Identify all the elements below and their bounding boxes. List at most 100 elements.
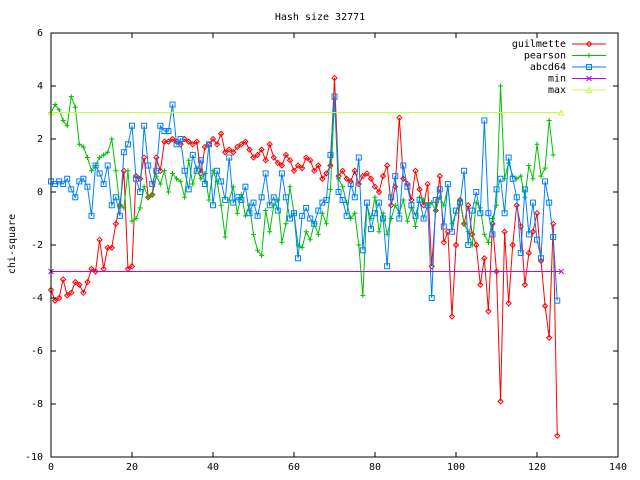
data-point	[534, 236, 540, 243]
data-point	[295, 255, 302, 262]
data-point	[76, 141, 82, 147]
data-point	[473, 241, 480, 249]
data-point	[60, 181, 67, 188]
data-point	[234, 143, 241, 151]
data-point	[509, 241, 516, 249]
data-point	[521, 281, 529, 288]
data-point	[59, 276, 67, 283]
legend-label: max	[548, 85, 566, 96]
data-point	[84, 183, 91, 190]
data-point	[465, 242, 472, 248]
data-point	[287, 184, 293, 190]
data-point	[109, 136, 115, 142]
data-point	[125, 168, 131, 174]
data-point	[541, 302, 549, 310]
data-point	[436, 186, 443, 193]
data-point	[250, 199, 257, 206]
data-point	[222, 234, 228, 240]
data-point	[169, 101, 176, 108]
data-point	[149, 192, 155, 198]
y-tick-label: -2	[31, 240, 43, 251]
data-point	[206, 197, 212, 203]
data-point	[80, 175, 87, 182]
data-point	[299, 212, 306, 219]
data-point	[550, 234, 557, 241]
data-point	[230, 149, 237, 156]
data-point	[117, 202, 123, 208]
data-point	[311, 220, 318, 227]
data-point	[327, 162, 334, 169]
data-point	[412, 212, 419, 219]
data-point	[485, 308, 492, 315]
data-point	[533, 209, 541, 217]
data-point	[538, 255, 545, 262]
x-tick-label: 140	[609, 462, 627, 473]
data-point	[355, 180, 363, 188]
data-point	[307, 215, 314, 222]
data-point	[92, 162, 99, 169]
data-point	[339, 167, 346, 175]
legend-label: abcd64	[530, 62, 566, 73]
data-point	[145, 194, 151, 200]
data-point	[279, 239, 285, 245]
data-point	[303, 204, 310, 211]
data-point	[343, 175, 350, 182]
data-point	[72, 194, 79, 201]
data-point	[356, 242, 362, 248]
data-point	[161, 138, 168, 145]
y-tick-label: 2	[37, 134, 43, 145]
data-point	[440, 223, 447, 230]
data-point	[173, 141, 180, 148]
plot-area	[47, 74, 565, 440]
data-point	[554, 432, 561, 440]
data-point	[380, 215, 387, 222]
data-point	[262, 170, 269, 177]
data-point	[270, 194, 277, 201]
data-point	[363, 199, 370, 206]
data-point	[145, 162, 152, 169]
data-point	[121, 205, 127, 211]
data-point	[432, 196, 439, 203]
data-point	[489, 220, 496, 228]
data-point	[339, 196, 346, 203]
data-point	[108, 202, 115, 209]
data-point	[526, 163, 532, 168]
data-point	[149, 181, 156, 188]
data-point	[355, 154, 362, 161]
y-tick-label: -6	[31, 346, 43, 357]
data-point	[205, 141, 212, 148]
data-point	[242, 138, 249, 145]
data-point	[481, 117, 488, 124]
y-tick-label: 4	[37, 81, 43, 92]
data-point	[461, 221, 467, 227]
data-point	[230, 199, 237, 206]
data-point	[84, 155, 90, 161]
data-point	[197, 157, 204, 164]
data-point	[214, 167, 221, 174]
data-point	[217, 130, 225, 137]
data-point	[210, 202, 216, 209]
data-point	[157, 122, 164, 129]
data-point	[193, 167, 200, 174]
data-point	[112, 220, 120, 228]
data-point	[448, 313, 456, 320]
data-point	[323, 196, 330, 203]
data-point	[157, 181, 163, 187]
y-axis-title: chi-square	[7, 214, 18, 274]
data-point	[400, 197, 406, 203]
data-point	[416, 186, 423, 193]
data-point	[213, 141, 221, 148]
data-point	[436, 172, 444, 180]
data-point	[550, 152, 556, 158]
data-point	[412, 167, 419, 175]
data-point	[108, 244, 115, 251]
data-point	[169, 135, 176, 143]
data-point	[68, 289, 75, 296]
data-point	[182, 194, 188, 200]
legend-marker	[585, 40, 593, 48]
data-point	[72, 278, 79, 286]
data-point	[542, 165, 548, 171]
data-point	[56, 107, 62, 113]
